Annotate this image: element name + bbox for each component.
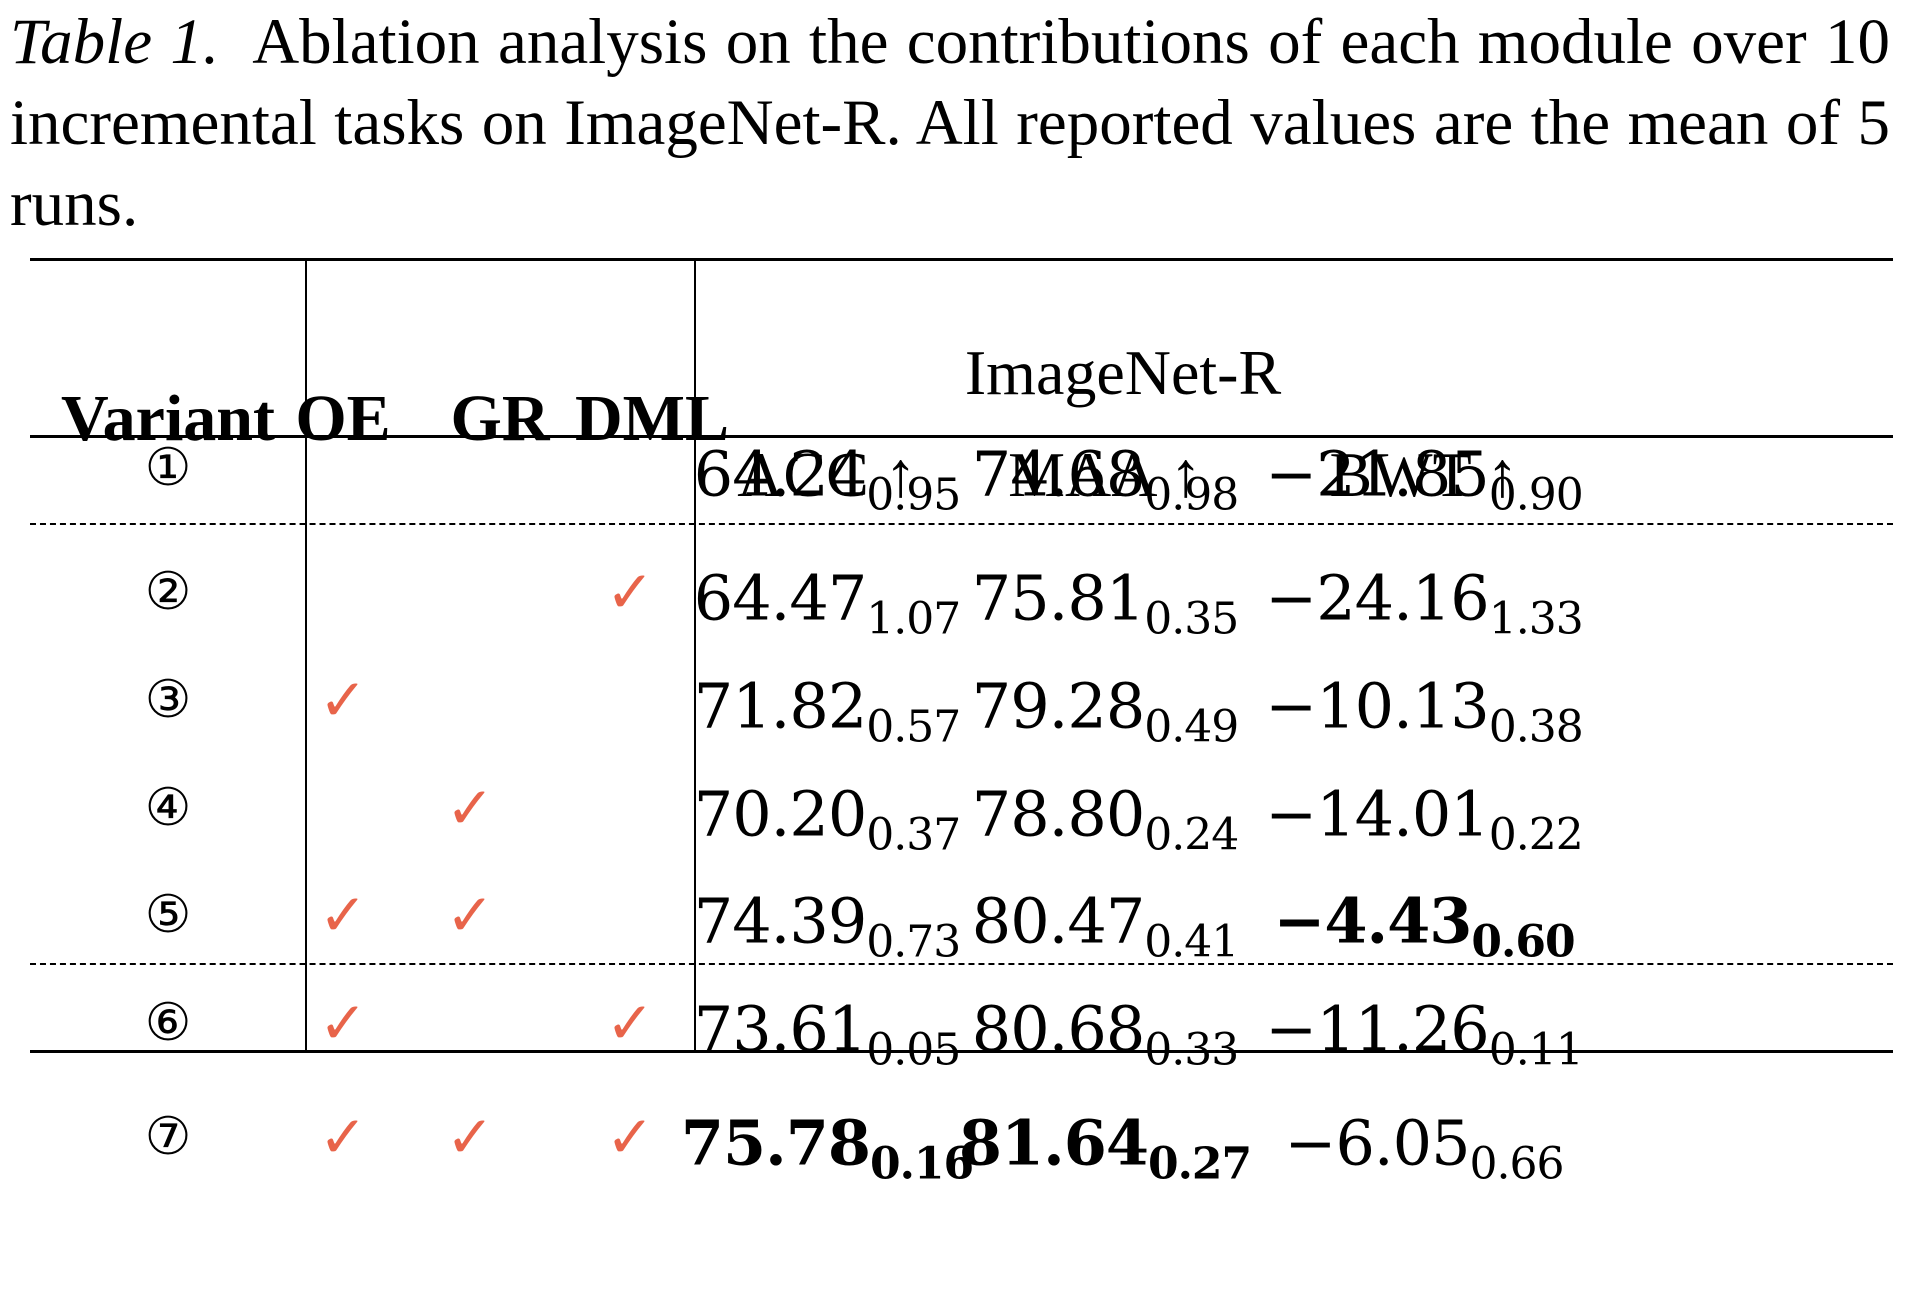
metric-std: 0.98	[1144, 469, 1239, 521]
metric-cell: −24.161.33	[1265, 561, 1583, 645]
variant-id: ⑥	[144, 993, 192, 1053]
metric-value: 74.39	[693, 884, 867, 958]
variant-divider	[305, 258, 307, 1050]
header-dml: DML	[575, 382, 729, 455]
metric-std: 0.49	[1144, 701, 1239, 753]
header-bwt: BWT ↑	[1329, 439, 1519, 510]
check-mark-icon: ✓	[318, 989, 368, 1057]
metric-value: −10.13	[1265, 669, 1489, 743]
metric-cell: 78.800.24	[971, 777, 1239, 861]
header-maa: MAA ↑	[1008, 439, 1202, 510]
metric-value: −4.43	[1273, 884, 1472, 958]
metric-std: 0.37	[866, 809, 961, 861]
check-mark-icon: ✓	[445, 1103, 495, 1171]
modules-divider	[694, 258, 696, 1050]
check-mark-icon: ✓	[318, 666, 368, 734]
metric-cell: 75.810.35	[971, 561, 1239, 645]
metric-cell: −21.850.90	[1265, 437, 1583, 521]
metric-std: 1.07	[866, 593, 961, 645]
check-mark-icon: ✓	[445, 881, 495, 949]
metric-std: 0.24	[1144, 809, 1239, 861]
metric-cell: 80.470.41	[971, 884, 1239, 968]
metric-value: 74.68	[971, 437, 1145, 511]
metric-value: −24.16	[1265, 561, 1489, 635]
metric-value: 73.61	[693, 992, 867, 1066]
check-mark-icon: ✓	[445, 774, 495, 842]
metric-value: 80.47	[971, 884, 1145, 958]
metric-cell: −11.260.11	[1265, 992, 1583, 1076]
metric-cell: 70.200.37	[693, 777, 961, 861]
check-mark-icon: ✓	[605, 989, 655, 1057]
metric-std: 0.66	[1469, 1138, 1565, 1190]
variant-id: ①	[144, 438, 192, 498]
metric-value: 78.80	[971, 777, 1145, 851]
metric-std: 0.27	[1147, 1138, 1252, 1190]
header-acc: ACC ↑	[737, 439, 917, 510]
metric-value: −21.85	[1265, 437, 1489, 511]
metric-cell: 71.820.57	[693, 669, 961, 753]
metric-cell: 79.280.49	[971, 669, 1239, 753]
metric-cell: −10.130.38	[1265, 669, 1583, 753]
metric-std: 0.73	[866, 916, 961, 968]
header-gr: GR	[450, 382, 550, 455]
variant-id: ③	[144, 670, 192, 730]
variant-id: ④	[144, 778, 192, 838]
metric-value: −11.26	[1265, 992, 1489, 1066]
metric-cell: 64.471.07	[693, 561, 961, 645]
caption-label: Table 1.	[10, 6, 220, 78]
check-mark-icon: ✓	[605, 558, 655, 626]
check-mark-icon: ✓	[318, 1103, 368, 1171]
metric-std: 0.95	[866, 469, 961, 521]
metric-value: 79.28	[971, 669, 1145, 743]
header-dataset: ImageNet-R	[964, 337, 1282, 408]
metric-cell: 80.680.33	[971, 992, 1239, 1076]
metric-cell: −4.430.60	[1273, 884, 1575, 968]
metric-cell: 64.240.95	[693, 437, 961, 521]
dashed-rule-before-full	[30, 963, 1893, 965]
top-rule	[30, 258, 1893, 261]
metric-cell: 75.780.16	[680, 1106, 974, 1190]
metric-value: 75.78	[680, 1106, 871, 1180]
metric-value: 70.20	[693, 777, 867, 851]
metric-cell: 74.390.73	[693, 884, 961, 968]
metric-value: −14.01	[1265, 777, 1489, 851]
metric-std: 0.35	[1144, 593, 1239, 645]
metric-value: 80.68	[971, 992, 1145, 1066]
header-variant: Variant	[61, 382, 275, 455]
metric-value: −6.05	[1284, 1106, 1471, 1180]
check-mark-icon: ✓	[605, 1103, 655, 1171]
bottom-rule	[30, 1050, 1893, 1053]
metric-cell: 73.610.05	[693, 992, 961, 1076]
header-rule	[30, 435, 1893, 438]
metric-value: 64.47	[693, 561, 867, 635]
header-oe: OE	[295, 382, 391, 455]
metric-std: 0.16	[869, 1138, 974, 1190]
ablation-table: Variant OE GR DML ImageNet-R ACC ↑ MAA ↑…	[30, 258, 1893, 1282]
metric-std: 0.41	[1144, 916, 1239, 968]
metric-value: 71.82	[693, 669, 867, 743]
metric-value: 75.81	[971, 561, 1145, 635]
variant-id: ⑦	[144, 1107, 192, 1167]
metric-std: 1.33	[1488, 593, 1584, 645]
metric-cell: 81.640.27	[958, 1106, 1252, 1190]
metric-value: 64.24	[693, 437, 867, 511]
metric-std: 0.57	[866, 701, 961, 753]
variant-id: ⑤	[144, 885, 192, 945]
metric-value: 81.64	[958, 1106, 1149, 1180]
check-mark-icon: ✓	[318, 881, 368, 949]
metric-cell: −6.050.66	[1284, 1106, 1565, 1190]
metric-std: 0.11	[1488, 1024, 1584, 1076]
metric-std: 0.33	[1144, 1024, 1239, 1076]
caption-text: Ablation analysis on the contributions o…	[10, 6, 1890, 240]
table-caption: Table 1. Ablation analysis on the contri…	[10, 2, 1890, 245]
variant-id: ②	[144, 562, 192, 622]
metric-std: 0.38	[1488, 701, 1584, 753]
metric-std: 0.90	[1488, 469, 1584, 521]
metric-std: 0.60	[1471, 916, 1575, 968]
metric-std: 0.22	[1488, 809, 1584, 861]
dashed-rule-after-baseline	[30, 523, 1893, 525]
metric-std: 0.05	[866, 1024, 961, 1076]
metric-cell: 74.680.98	[971, 437, 1239, 521]
metric-cell: −14.010.22	[1265, 777, 1583, 861]
